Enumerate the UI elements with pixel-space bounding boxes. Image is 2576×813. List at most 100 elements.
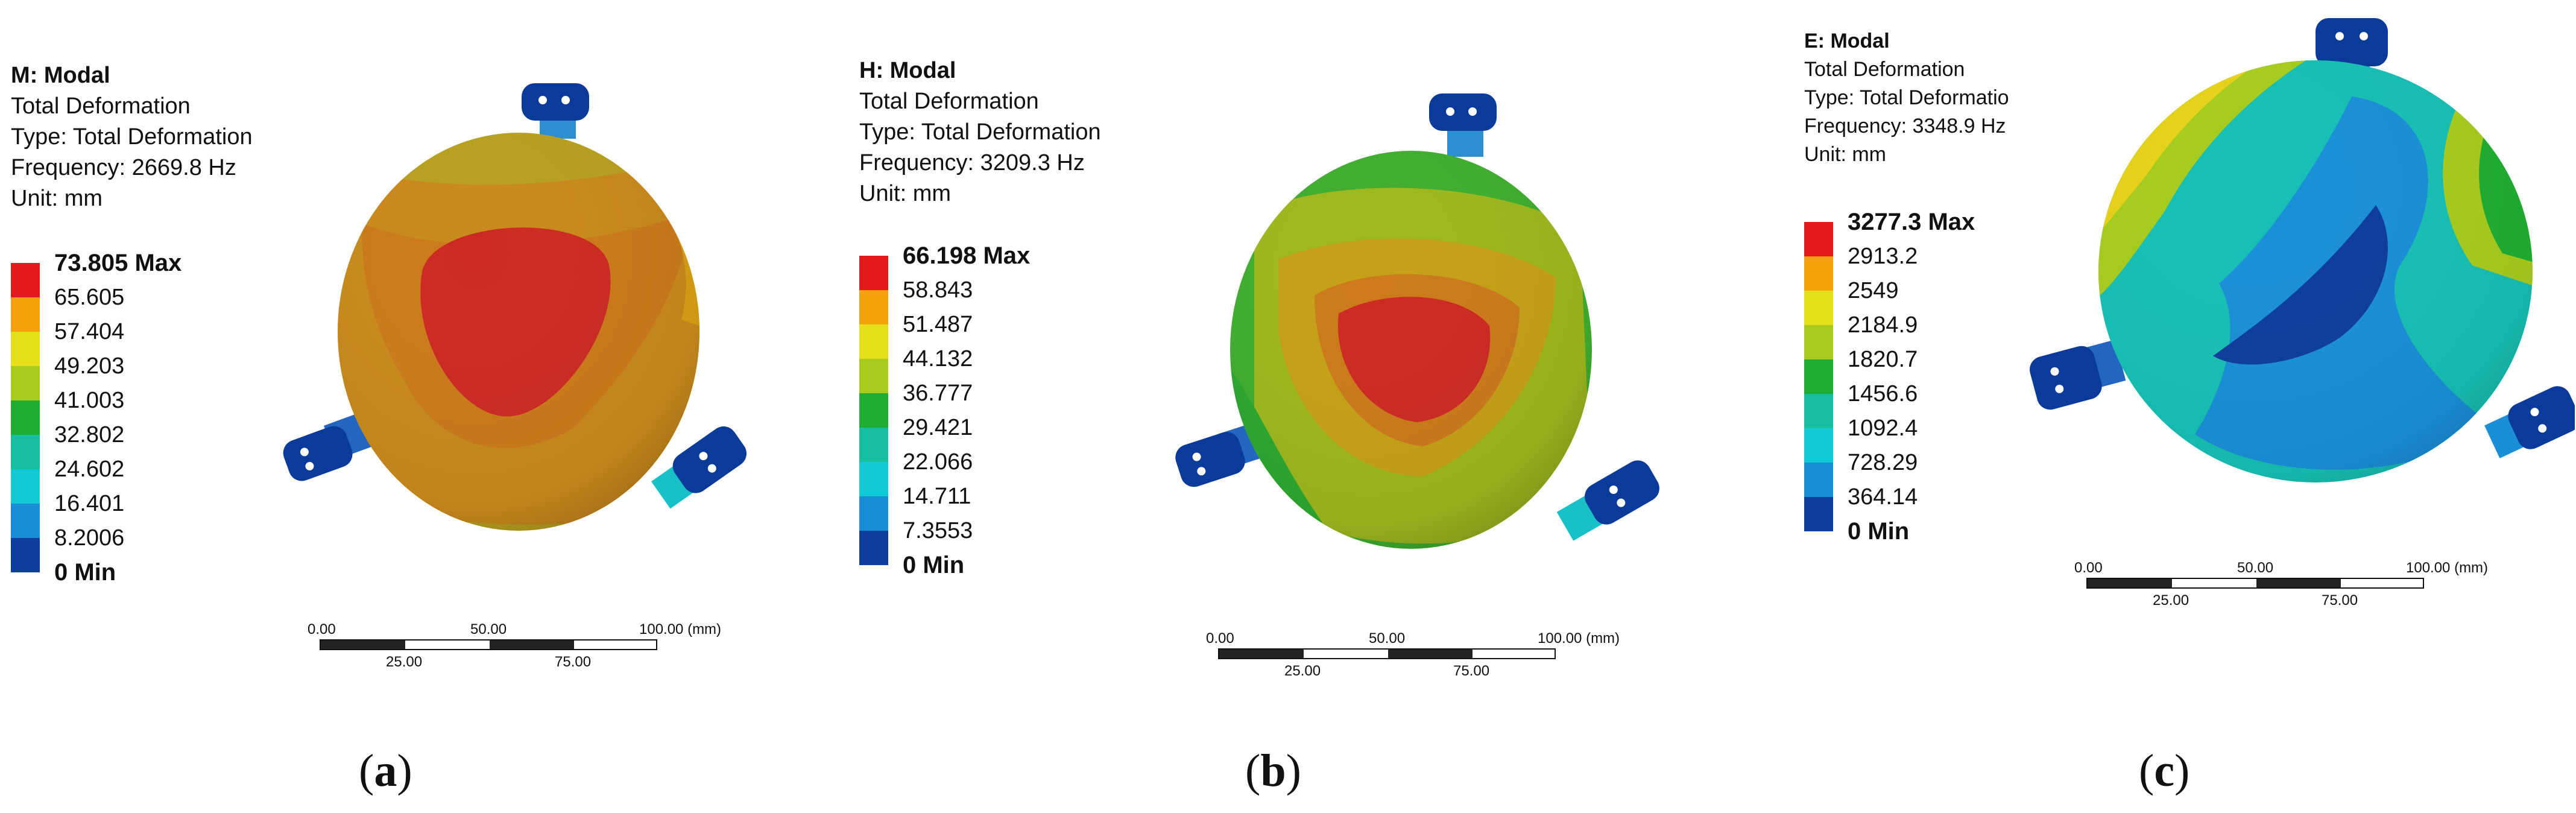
legend-label: 57.404 xyxy=(54,319,125,344)
scale-tick-label: 100.00 (mm) xyxy=(1538,630,1620,647)
legend-swatch xyxy=(11,297,40,332)
legend-label: 14.711 xyxy=(903,484,971,509)
legend-swatch xyxy=(11,400,40,435)
legend-swatch xyxy=(1804,359,1833,394)
caption-letter: a xyxy=(374,745,397,796)
legend-swatch xyxy=(1804,256,1833,291)
caption-letter: c xyxy=(2154,745,2175,796)
legend-swatch xyxy=(11,435,40,469)
legend-swatch xyxy=(11,504,40,538)
legend-label: 0 Min xyxy=(1848,518,1910,545)
info-block: H: Modal Total Deformation Type: Total D… xyxy=(859,55,1101,209)
disc xyxy=(2098,60,2533,482)
legend-label: 0 Min xyxy=(54,559,116,586)
mount-bracket-top xyxy=(522,83,589,139)
unit: Unit: mm xyxy=(859,181,951,206)
mount-bracket-right xyxy=(651,426,747,509)
scale-bar-track xyxy=(1218,648,1556,659)
legend-swatch xyxy=(1804,222,1833,256)
legend-swatch xyxy=(1804,497,1833,531)
scale-bar-segment xyxy=(2088,579,2172,587)
legend-label: 0 Min xyxy=(903,552,965,578)
legend-swatch xyxy=(859,428,888,462)
panel-b: H: Modal Total Deformation Type: Total D… xyxy=(844,0,1737,813)
scale-tick-label: 100.00 (mm) xyxy=(639,621,722,637)
legend-swatch xyxy=(859,324,888,359)
legend-label: 1456.6 xyxy=(1848,381,1918,406)
legend-label: 44.132 xyxy=(903,346,973,372)
deformation-plot xyxy=(1175,93,1659,549)
scale-bar: 0.00 50.00 100.00 (mm) 25.00 75.00 xyxy=(1206,630,1620,685)
scale-bar-segment xyxy=(1388,650,1473,658)
scale-tick-label: 0.00 xyxy=(2074,560,2103,576)
result-name: Total Deformation xyxy=(11,93,191,119)
legend-label: 49.203 xyxy=(54,353,125,379)
legend-label: 51.487 xyxy=(903,312,973,337)
caption: (b) xyxy=(1245,745,1301,796)
legend-label: 2549 xyxy=(1848,278,1899,303)
legend-swatch xyxy=(1804,463,1833,497)
legend-label: 66.198 Max xyxy=(903,242,1031,269)
legend-label: 1092.4 xyxy=(1848,416,1918,441)
legend-swatch xyxy=(1804,394,1833,428)
mount-bracket-right xyxy=(2484,386,2575,458)
legend-swatch xyxy=(859,393,888,428)
legend-label: 16.401 xyxy=(54,491,125,516)
scale-tick-label: 50.00 xyxy=(1369,630,1406,647)
mount-bracket-right xyxy=(1556,460,1659,541)
disc xyxy=(1230,151,1592,549)
scale-tick-label: 0.00 xyxy=(308,621,336,637)
caption: (a) xyxy=(359,745,412,796)
scale-tick-label: 0.00 xyxy=(1206,630,1234,647)
analysis-title: M: Modal xyxy=(11,63,110,88)
legend-label: 728.29 xyxy=(1848,450,1918,475)
legend-label: 36.777 xyxy=(903,381,973,406)
info-block: E: Modal Total Deformation Type: Total D… xyxy=(1804,27,2069,169)
scale-bar: 0.00 50.00 100.00 (mm) 25.00 75.00 xyxy=(308,621,721,675)
caption-letter: b xyxy=(1260,745,1286,796)
legend-label: 73.805 Max xyxy=(54,250,182,276)
scale-tick-label: 25.00 xyxy=(1284,663,1321,679)
legend-swatch xyxy=(859,290,888,324)
analysis-title: H: Modal xyxy=(859,58,956,83)
legend-label: 364.14 xyxy=(1848,484,1918,510)
scale-bar: 0.00 50.00 100.00 (mm) 25.00 75.00 xyxy=(2074,560,2488,614)
legend-label: 65.605 xyxy=(54,285,125,310)
scale-bar-track xyxy=(320,639,657,650)
legend-label: 41.003 xyxy=(54,388,125,413)
legend-label: 58.843 xyxy=(903,277,973,303)
scale-tick-label: 50.00 xyxy=(470,621,507,637)
frequency: Frequency: 3348.9 Hz xyxy=(1804,115,2006,138)
legend-swatch xyxy=(859,531,888,565)
scale-bar-segment xyxy=(490,641,574,649)
scale-bar-segment xyxy=(2256,579,2341,587)
legend-label: 24.602 xyxy=(54,457,125,482)
result-name: Total Deformation xyxy=(859,89,1039,114)
disc xyxy=(338,133,699,531)
frequency: Frequency: 2669.8 Hz xyxy=(11,155,236,180)
scale-tick-label: 50.00 xyxy=(2237,560,2274,576)
legend-label: 2184.9 xyxy=(1848,312,1918,338)
legend-label: 7.3553 xyxy=(903,518,973,543)
result-type: Type: Total Deformation xyxy=(11,124,253,150)
mount-bracket-left xyxy=(2030,340,2126,410)
scale-tick-label: 75.00 xyxy=(1453,663,1490,679)
legend-swatch xyxy=(11,263,40,297)
mount-bracket-top xyxy=(1429,93,1497,157)
legend-swatch xyxy=(11,538,40,572)
scale-tick-label: 25.00 xyxy=(2153,592,2189,609)
legend-swatch xyxy=(11,366,40,400)
scale-bar-segment xyxy=(321,641,405,649)
legend-swatch xyxy=(859,462,888,496)
legend-label: 29.421 xyxy=(903,415,973,440)
legend-swatch xyxy=(11,469,40,504)
result-type: Type: Total Deformation xyxy=(859,119,1101,145)
legend-label: 22.066 xyxy=(903,449,973,475)
result-type: Type: Total Deformatio xyxy=(1804,86,2009,109)
panel-a: M: Modal Total Deformation Type: Total D… xyxy=(0,0,844,813)
scale-tick-label: 25.00 xyxy=(386,654,423,670)
legend-label: 3277.3 Max xyxy=(1848,209,1975,235)
legend-swatch xyxy=(859,256,888,290)
scale-bar-segment xyxy=(1219,650,1304,658)
caption: (c) xyxy=(2139,745,2190,796)
